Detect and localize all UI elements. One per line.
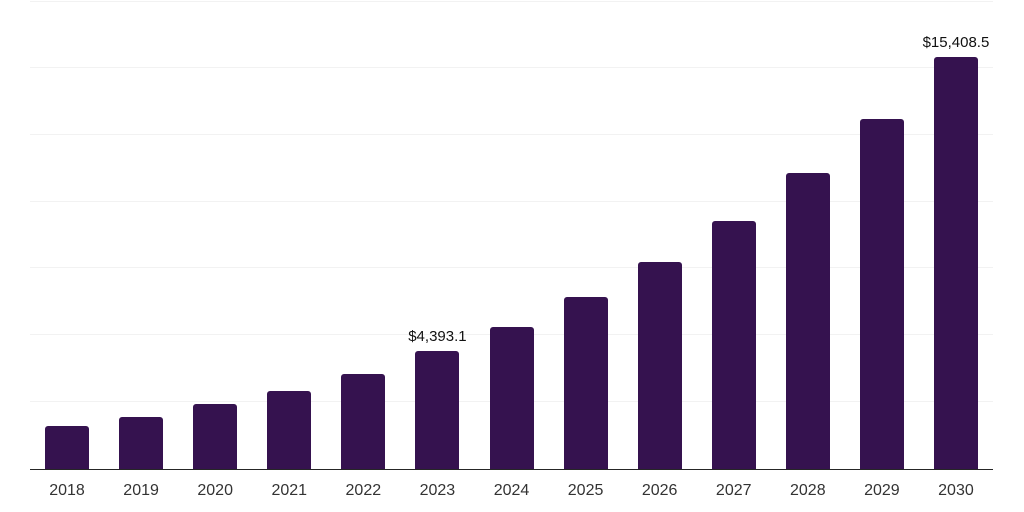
x-tick-2018: 2018: [49, 482, 85, 499]
x-tick-2023: 2023: [419, 482, 456, 499]
x-tick-2021: 2021: [271, 482, 308, 499]
data-label-2030: $15,408.5: [922, 34, 990, 52]
x-tick-2025: 2025: [567, 482, 604, 499]
bar-2023[interactable]: [415, 351, 460, 469]
gridline: [30, 67, 993, 69]
x-tick-2024: 2024: [493, 482, 530, 499]
bar-2027[interactable]: [711, 220, 756, 469]
x-tick-2028: 2028: [790, 482, 826, 499]
x-tick-2019: 2019: [123, 482, 159, 499]
plot-area: $4,393.1 $15,408.5: [30, 0, 993, 470]
bar-2028[interactable]: [785, 172, 830, 469]
gridline: [30, 200, 993, 202]
bar-2018[interactable]: [45, 426, 90, 469]
bar-2021[interactable]: [267, 390, 312, 469]
bar-2020[interactable]: [193, 404, 238, 469]
x-axis-labels: 2018 2019 2020 2021 2022 2023 2024 2025 2026 2027…: [30, 481, 993, 505]
x-axis-line: [30, 468, 993, 470]
bar-2030[interactable]: [933, 57, 978, 469]
bar-2019[interactable]: [119, 416, 164, 469]
gridline: [30, 267, 993, 269]
x-tick-2020: 2020: [197, 482, 233, 499]
bar-2025[interactable]: [563, 296, 608, 469]
bar-2026[interactable]: [637, 261, 682, 469]
bar-2022[interactable]: [341, 373, 386, 469]
x-tick-2026: 2026: [641, 482, 678, 499]
x-tick-2022: 2022: [345, 482, 382, 499]
bar-2029[interactable]: [859, 118, 904, 469]
x-tick-2030: 2030: [938, 482, 974, 499]
x-tick-2029: 2029: [864, 482, 900, 499]
data-label-2023: $4,393.1: [408, 328, 467, 346]
gridline: [30, 133, 993, 135]
x-tick-2027: 2027: [715, 482, 752, 499]
bar-2024[interactable]: [489, 327, 534, 469]
gridline: [30, 0, 993, 2]
